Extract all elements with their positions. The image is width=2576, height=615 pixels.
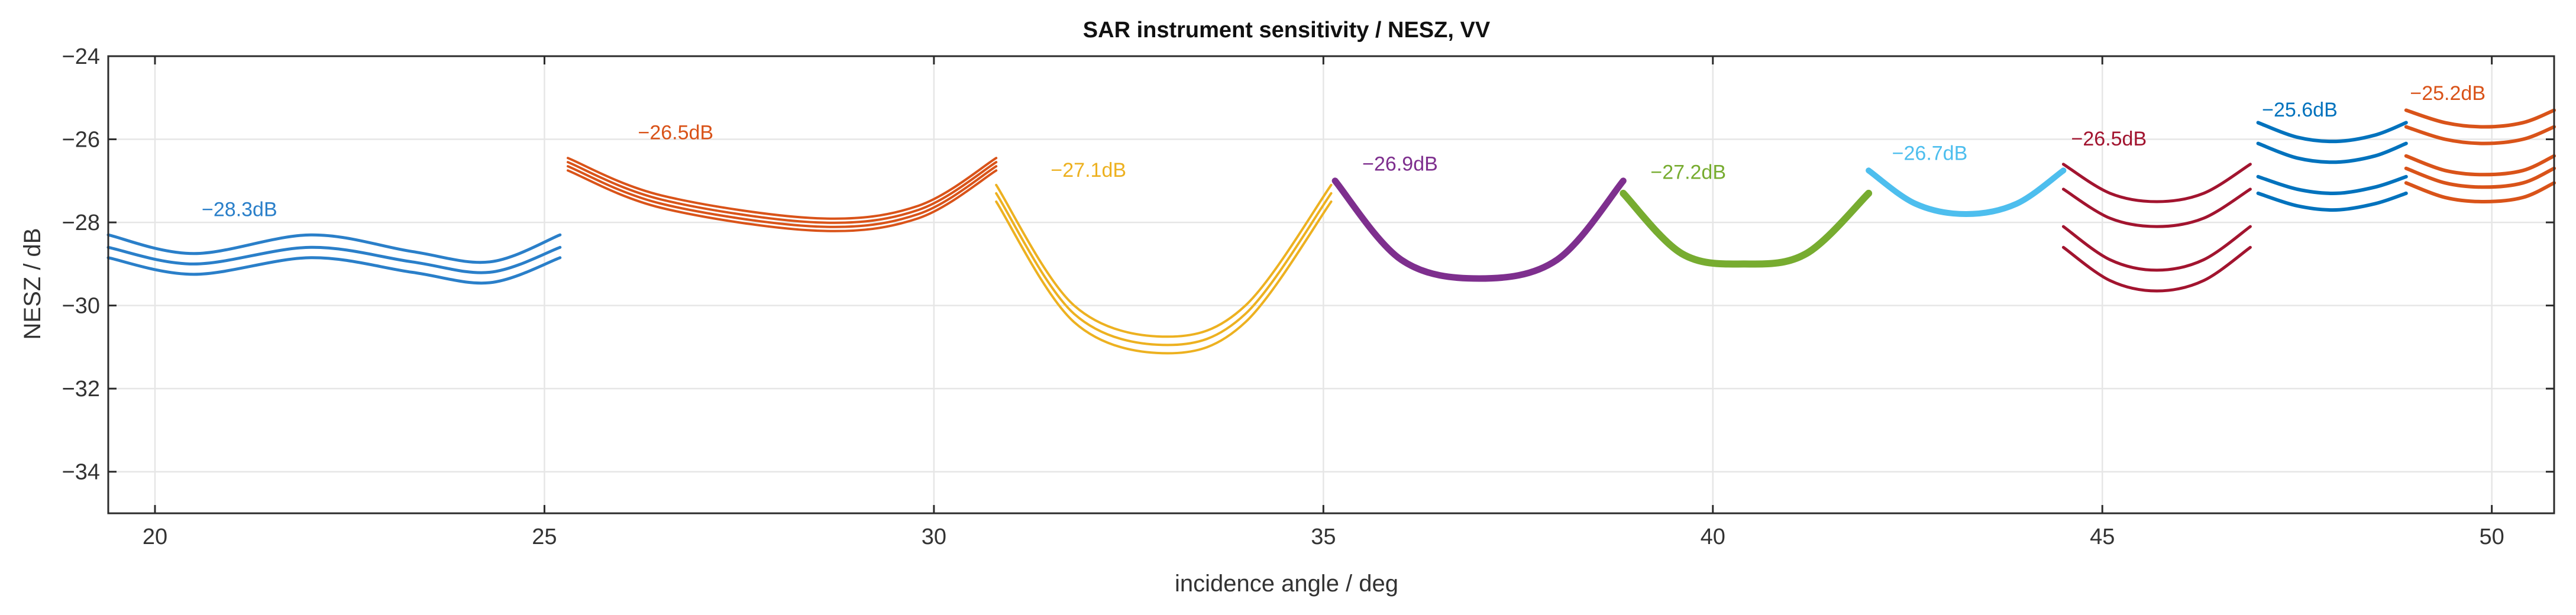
beam-9-line (2404, 166, 2556, 189)
beam-3-line (995, 200, 1333, 355)
beam-5-label: −27.2dB (1650, 161, 1726, 183)
series-beam-4 (1331, 177, 1627, 282)
x-tick-label: 40 (1701, 525, 1725, 549)
y-tick-label: −34 (62, 460, 100, 485)
chart-title: SAR instrument sensitivity / NESZ, VV (1083, 18, 1491, 43)
ticks: 20 25 30 35 40 45 50 −34 −32 −30 −28 −26 −24 (62, 44, 2554, 549)
beam-1-line (106, 233, 562, 264)
beam-7-label: −26.5dB (2071, 128, 2147, 150)
beam-2-line (567, 157, 998, 220)
series-beam-2 (567, 157, 998, 232)
beam-7-line (2061, 245, 2252, 293)
beam-9-line (2404, 154, 2556, 177)
y-tick-label: −32 (62, 377, 100, 402)
y-axis-label: NESZ / dB (20, 228, 46, 340)
series-beam-7 (2061, 163, 2252, 293)
beam-8-line (2256, 174, 2408, 195)
beam-2-line (567, 165, 998, 228)
beam-3-line (995, 192, 1333, 347)
beam-8-line (2256, 141, 2408, 164)
y-tick-label: −30 (62, 294, 100, 319)
x-tick-label: 30 (922, 525, 946, 549)
series-group (106, 108, 2556, 355)
series-beam-1 (106, 233, 562, 285)
y-tick-label: −26 (62, 128, 100, 153)
beam-6-label: −26.7dB (1892, 143, 1968, 165)
beam-2-label: −26.5dB (638, 122, 713, 144)
series-beam-6 (1866, 167, 2067, 218)
beam-1-label: −28.3dB (202, 199, 277, 221)
beam-9-line (2404, 125, 2556, 145)
beam-2-line (567, 169, 998, 232)
beam-8-line (2256, 191, 2408, 212)
beam-8-label: −25.6dB (2262, 99, 2338, 121)
x-tick-label: 45 (2090, 525, 2115, 549)
series-beam-5 (1620, 189, 1873, 268)
beam-7-line (2061, 225, 2252, 272)
beam-6-line (1866, 167, 2067, 218)
beam-labels: −28.3dB −26.5dB −27.1dB −26.9dB −27.2dB −26.7… (202, 82, 2485, 221)
beam-7-line (2061, 187, 2252, 228)
beam-3-line (995, 183, 1333, 338)
y-tick-label: −28 (62, 211, 100, 235)
series-beam-3 (995, 183, 1333, 355)
beam-7-line (2061, 163, 2252, 203)
series-beam-9 (2404, 108, 2556, 204)
beam-9-label: −25.2dB (2410, 82, 2485, 105)
beam-1-line (106, 256, 562, 285)
x-tick-label: 50 (2480, 525, 2504, 549)
beam-9-line (2404, 181, 2556, 204)
y-tick-label: −24 (62, 44, 100, 69)
beam-9-line (2404, 108, 2556, 129)
beam-2-line (567, 161, 998, 224)
beam-3-label: −27.1dB (1051, 159, 1126, 182)
x-axis-label: incidence angle / deg (1175, 571, 1398, 597)
beam-4-label: −26.9dB (1362, 153, 1438, 175)
x-tick-label: 35 (1311, 525, 1336, 549)
x-tick-label: 25 (532, 525, 557, 549)
plot-frame (107, 55, 2555, 514)
beam-8-line (2256, 121, 2408, 144)
x-tick-label: 20 (143, 525, 167, 549)
beam-5-line (1620, 189, 1873, 268)
beam-4-line (1331, 177, 1627, 282)
beam-1-line (106, 245, 562, 274)
series-beam-8 (2256, 121, 2408, 212)
